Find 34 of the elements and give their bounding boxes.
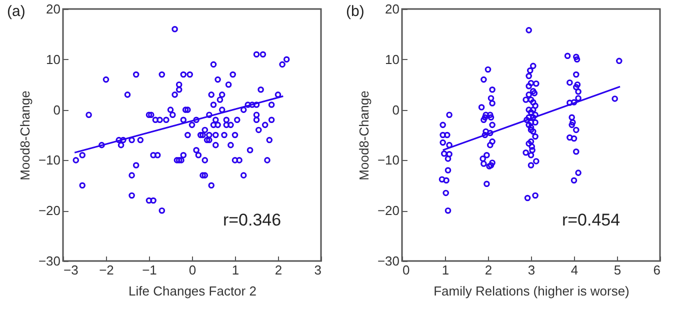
x-tick-label: 2 xyxy=(274,262,282,278)
x-tick-label: 1 xyxy=(232,262,240,278)
x-tick-label: 3 xyxy=(528,262,536,278)
y-tick-label: −10 xyxy=(377,152,400,168)
x-axis-title: Life Changes Factor 2 xyxy=(128,284,256,298)
y-tick-label: 20 xyxy=(46,2,60,16)
y-tick-label: −30 xyxy=(377,254,400,268)
y-tick-label: 10 xyxy=(385,52,400,67)
annotation: r=0.346 xyxy=(222,210,282,230)
x-tick-label: −3 xyxy=(64,262,78,278)
y-tick-label: 20 xyxy=(385,2,400,16)
x-tick-label: 6 xyxy=(653,262,660,278)
x-tick-label: 0 xyxy=(188,262,196,278)
y-tick-label: −20 xyxy=(38,203,60,218)
x-tick-label: 5 xyxy=(614,262,622,278)
x-tick-label: 0 xyxy=(402,262,410,278)
x-tick-label: 3 xyxy=(314,262,322,278)
y-tick-label: −20 xyxy=(377,203,400,218)
y-tick-label: 0 xyxy=(392,102,400,118)
y-tick-label: −10 xyxy=(38,152,60,168)
y-tick-label: 10 xyxy=(46,52,60,67)
x-tick-label: −2 xyxy=(99,262,114,278)
y-tick-label: 0 xyxy=(53,102,60,118)
x-axis-title: Family Relations (higher is worse) xyxy=(434,284,630,298)
x-tick-label: 1 xyxy=(442,262,450,278)
y-tick-label: −30 xyxy=(38,254,60,268)
annotation: r=0.454 xyxy=(562,210,620,230)
x-tick-label: 2 xyxy=(484,262,492,278)
text: (b) xyxy=(346,3,364,20)
y-axis-title: Mood8-Change xyxy=(17,90,32,180)
x-tick-label: −1 xyxy=(142,262,157,278)
text: (a) xyxy=(7,3,26,20)
y-axis-title: Mood8-Change xyxy=(356,90,372,180)
x-tick-label: 4 xyxy=(570,262,578,278)
